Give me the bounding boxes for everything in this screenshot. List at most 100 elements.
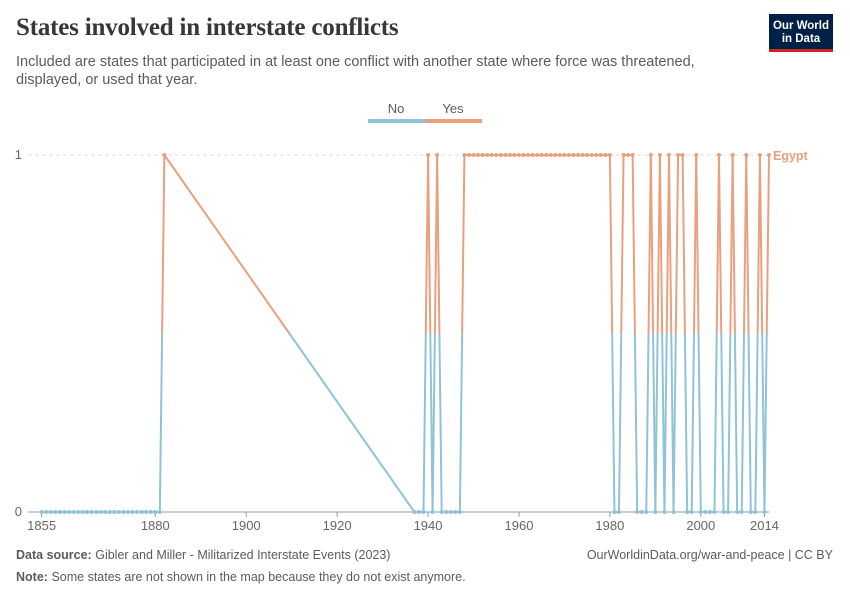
data-point-1856[interactable]: [44, 510, 49, 514]
data-point-1977[interactable]: [594, 153, 599, 157]
data-point-1974[interactable]: [580, 153, 585, 157]
data-point-2015[interactable]: [767, 153, 771, 157]
data-point-2003[interactable]: [712, 510, 717, 514]
data-point-1957[interactable]: [503, 153, 508, 157]
data-point-2014[interactable]: [762, 510, 767, 514]
data-point-1979[interactable]: [603, 153, 608, 157]
data-point-1963[interactable]: [530, 153, 535, 157]
data-point-2010[interactable]: [744, 153, 749, 157]
data-point-1991[interactable]: [657, 153, 662, 157]
data-point-1876[interactable]: [135, 510, 140, 514]
data-point-1859[interactable]: [57, 510, 62, 514]
data-point-1944[interactable]: [444, 510, 449, 514]
data-point-1972[interactable]: [571, 153, 576, 157]
legend-label-no[interactable]: No: [388, 101, 405, 116]
data-point-1938[interactable]: [416, 510, 421, 514]
data-point-1956[interactable]: [498, 153, 503, 157]
data-point-1864[interactable]: [80, 510, 85, 514]
data-point-1862[interactable]: [71, 510, 76, 514]
data-point-1971[interactable]: [566, 153, 571, 157]
series-end-label[interactable]: Egypt: [773, 149, 809, 163]
data-point-2005[interactable]: [721, 510, 726, 514]
data-point-1994[interactable]: [671, 510, 676, 514]
data-point-1969[interactable]: [557, 153, 562, 157]
data-point-1981[interactable]: [612, 510, 617, 514]
data-point-2004[interactable]: [716, 153, 721, 157]
data-point-1858[interactable]: [53, 510, 58, 514]
data-point-1946[interactable]: [453, 510, 458, 514]
data-point-1983[interactable]: [621, 153, 626, 157]
data-point-2011[interactable]: [748, 510, 753, 514]
data-point-1982[interactable]: [616, 510, 621, 514]
data-point-1997[interactable]: [685, 510, 690, 514]
data-point-1976[interactable]: [589, 153, 594, 157]
data-point-1970[interactable]: [562, 153, 567, 157]
data-point-1867[interactable]: [94, 510, 99, 514]
data-point-2007[interactable]: [730, 153, 735, 157]
data-point-1943[interactable]: [439, 510, 444, 514]
data-point-1857[interactable]: [48, 510, 53, 514]
data-point-1948[interactable]: [462, 153, 467, 157]
data-point-1992[interactable]: [662, 510, 667, 514]
data-point-1973[interactable]: [576, 153, 581, 157]
data-point-1947[interactable]: [457, 510, 462, 514]
data-point-1985[interactable]: [630, 153, 635, 157]
data-point-1955[interactable]: [494, 153, 499, 157]
data-point-2001[interactable]: [703, 510, 708, 514]
data-point-1863[interactable]: [76, 510, 81, 514]
data-point-1962[interactable]: [526, 153, 531, 157]
data-point-2002[interactable]: [707, 510, 712, 514]
data-point-2000[interactable]: [698, 510, 703, 514]
data-point-1999[interactable]: [694, 153, 699, 157]
data-point-1871[interactable]: [112, 510, 117, 514]
data-point-1865[interactable]: [85, 510, 90, 514]
data-point-1861[interactable]: [66, 510, 71, 514]
data-point-1998[interactable]: [689, 510, 694, 514]
data-point-1942[interactable]: [435, 153, 440, 157]
data-point-1868[interactable]: [98, 510, 103, 514]
data-point-1875[interactable]: [130, 510, 135, 514]
data-point-1968[interactable]: [553, 153, 558, 157]
data-point-1953[interactable]: [485, 153, 490, 157]
legend-label-yes[interactable]: Yes: [442, 101, 464, 116]
data-point-1960[interactable]: [516, 153, 521, 157]
source-text[interactable]: Gibler and Miller - Militarized Intersta…: [95, 548, 391, 562]
data-point-1987[interactable]: [639, 510, 644, 514]
data-point-1940[interactable]: [426, 153, 431, 157]
data-point-1978[interactable]: [598, 153, 603, 157]
data-point-1993[interactable]: [666, 153, 671, 157]
data-point-1855[interactable]: [39, 510, 44, 514]
data-point-1882[interactable]: [162, 153, 167, 157]
data-point-1989[interactable]: [648, 153, 653, 157]
data-point-1945[interactable]: [448, 510, 453, 514]
data-point-1961[interactable]: [521, 153, 526, 157]
data-point-1874[interactable]: [126, 510, 131, 514]
data-point-1965[interactable]: [539, 153, 544, 157]
data-point-1937[interactable]: [412, 510, 417, 514]
data-point-1866[interactable]: [89, 510, 94, 514]
data-point-1995[interactable]: [676, 153, 681, 157]
legend-swatch-yes[interactable]: [425, 119, 482, 123]
data-point-2012[interactable]: [753, 510, 758, 514]
data-point-1877[interactable]: [139, 510, 144, 514]
data-point-1984[interactable]: [626, 153, 631, 157]
data-point-1954[interactable]: [489, 153, 494, 157]
legend-swatch-no[interactable]: [368, 119, 425, 123]
data-point-1880[interactable]: [153, 510, 158, 514]
data-point-1873[interactable]: [121, 510, 126, 514]
data-point-1878[interactable]: [144, 510, 149, 514]
data-point-1939[interactable]: [421, 510, 426, 514]
data-point-1869[interactable]: [103, 510, 108, 514]
data-point-1990[interactable]: [653, 510, 658, 514]
data-point-1958[interactable]: [507, 153, 512, 157]
data-point-1879[interactable]: [148, 510, 153, 514]
data-point-1980[interactable]: [607, 153, 612, 157]
data-point-1872[interactable]: [116, 510, 121, 514]
data-point-1967[interactable]: [548, 153, 553, 157]
data-point-2013[interactable]: [757, 153, 762, 157]
data-point-1988[interactable]: [644, 510, 649, 514]
data-point-2006[interactable]: [726, 510, 731, 514]
data-point-1964[interactable]: [535, 153, 540, 157]
data-point-1959[interactable]: [512, 153, 517, 157]
data-point-1986[interactable]: [635, 510, 640, 514]
